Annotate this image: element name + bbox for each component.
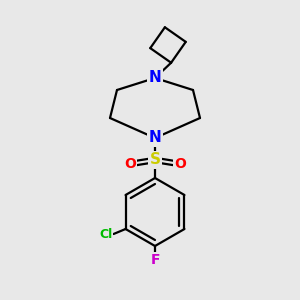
Text: S: S [149,152,161,167]
Text: N: N [148,130,161,146]
Text: N: N [148,70,161,86]
Text: O: O [124,157,136,171]
Text: O: O [174,157,186,171]
Text: Cl: Cl [99,227,112,241]
Text: F: F [150,253,160,267]
